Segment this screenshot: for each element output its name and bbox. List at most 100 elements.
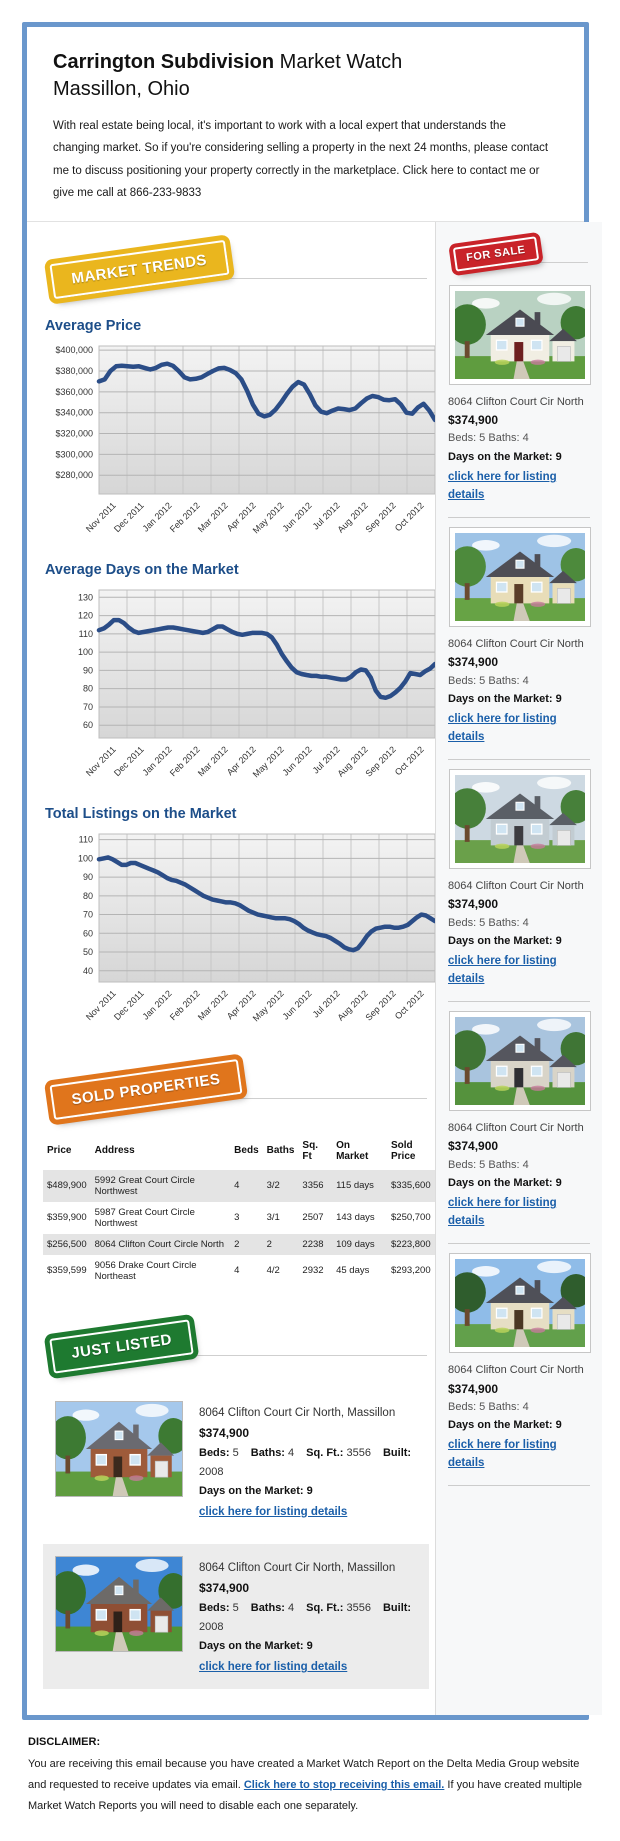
average-price-section: Average Price $400,000 $380,000 $360,000 $3… <box>43 317 438 546</box>
listing-details-link[interactable]: click here for listing details <box>448 712 557 743</box>
intro-paragraph: With real estate being local, it's impor… <box>53 120 549 200</box>
svg-text:Dec 2011: Dec 2011 <box>112 500 146 534</box>
column-header: On Market <box>336 1139 369 1162</box>
table-cell: $256,500 <box>47 1238 87 1250</box>
total-listings-chart: 110 100 90 80 70 60 50 40 Nov 2011 Dec 2011 Jan 20… <box>43 830 438 1034</box>
table-cell: 3/1 <box>266 1212 280 1224</box>
svg-text:90: 90 <box>83 872 93 882</box>
property-price: $374,900 <box>448 1139 499 1154</box>
property-address: 8064 Clifton Court Cir North, Massillon <box>199 1406 396 1419</box>
spec-value: 4 <box>288 1446 295 1459</box>
property-price: $374,900 <box>448 655 499 670</box>
table-cell: $335,600 <box>391 1180 431 1192</box>
column-header: Sq. Ft <box>302 1139 318 1162</box>
listing-details-link[interactable]: click here for listing details <box>199 1660 348 1673</box>
property-address: 8064 Clifton Court Cir North <box>448 637 584 650</box>
svg-text:90: 90 <box>83 665 93 675</box>
disclaimer-text: You are receiving this email because you… <box>28 1754 599 1817</box>
city-subtitle: Massillon, Ohio <box>53 78 190 100</box>
table-cell: 2 <box>234 1238 240 1250</box>
property-specs: Beds: 5 Baths: 4 Sq. Ft.: 3556 Built: 2008 <box>199 1599 417 1638</box>
svg-text:Jun 2012: Jun 2012 <box>281 500 314 533</box>
for-sale-card-list: 8064 Clifton Court Cir North $374,900 Be… <box>448 285 590 1486</box>
total-listings-section: Total Listings on the Market 110 100 90 80 7… <box>43 806 438 1034</box>
table-cell: $359,900 <box>47 1212 87 1224</box>
svg-text:100: 100 <box>78 647 93 657</box>
property-address: 8064 Clifton Court Cir North, Massillon <box>199 1561 396 1574</box>
property-photo <box>450 527 590 626</box>
table-cell: 45 days <box>336 1265 370 1277</box>
table-cell: 5987 Great Court Circle Northwest <box>94 1206 195 1229</box>
listing-details-link[interactable]: click here for listing details <box>199 1505 348 1518</box>
property-address: 8064 Clifton Court Cir North <box>448 395 584 408</box>
column-header: Beds <box>234 1145 259 1157</box>
table-cell: 9056 Drake Court Circle Northeast <box>94 1259 197 1282</box>
spec-label: Beds: <box>199 1446 233 1459</box>
table-row: $359,900 5987 Great Court Circle Northwes… <box>43 1202 435 1234</box>
disclaimer-label: DISCLAIMER: <box>28 1735 101 1748</box>
for-sale-badge: FOR SALE <box>448 230 543 278</box>
svg-text:May 2012: May 2012 <box>251 744 286 779</box>
table-cell: $359,599 <box>47 1265 87 1277</box>
disclaimer: DISCLAIMER: You are receiving this email… <box>22 1720 607 1817</box>
svg-text:$300,000: $300,000 <box>55 449 93 459</box>
column-header: Baths <box>266 1145 295 1157</box>
property-specs: Beds: 5 Baths: 4 Sq. Ft.: 3556 Built: 2008 <box>199 1444 417 1483</box>
for-sale-sidebar: FOR SALE 8064 Clifton Court Cir North $3… <box>435 221 602 1715</box>
spec-value: 3556 <box>346 1601 371 1614</box>
report-name: Market Watch <box>274 51 403 73</box>
listing-details-link[interactable]: click here for listing details <box>448 470 557 501</box>
table-cell: 109 days <box>336 1238 375 1250</box>
svg-text:May 2012: May 2012 <box>251 500 286 535</box>
property-address: 8064 Clifton Court Cir North <box>448 1121 584 1134</box>
svg-text:Jun 2012: Jun 2012 <box>281 988 314 1021</box>
for-sale-ribbon-row: FOR SALE <box>448 230 590 278</box>
svg-text:80: 80 <box>83 891 93 901</box>
table-cell: $293,200 <box>391 1265 431 1277</box>
svg-text:Sep 2012: Sep 2012 <box>363 988 397 1022</box>
property-days-on-market: Days on the Market: 9 <box>199 1640 313 1653</box>
card-divider <box>448 1242 590 1244</box>
listing-details-link[interactable]: click here for listing details <box>448 1196 557 1227</box>
table-cell: 2932 <box>302 1265 324 1277</box>
listing-details-link[interactable]: click here for listing details <box>448 954 557 985</box>
property-price: $374,900 <box>448 1381 499 1396</box>
listing-details-link[interactable]: click here for listing details <box>448 1439 557 1469</box>
svg-text:Sep 2012: Sep 2012 <box>363 500 397 534</box>
svg-text:$280,000: $280,000 <box>55 470 93 480</box>
svg-text:Oct 2012: Oct 2012 <box>393 744 426 777</box>
property-photo <box>450 285 590 384</box>
property-photo <box>55 1400 183 1497</box>
spec-value: 2008 <box>199 1621 224 1634</box>
svg-text:Oct 2012: Oct 2012 <box>393 988 426 1021</box>
market-trends-ribbon-row: MARKET TRENDS <box>43 231 429 308</box>
svg-text:May 2012: May 2012 <box>251 988 286 1023</box>
property-card: 8064 Clifton Court Cir North $374,900 Be… <box>448 1011 590 1244</box>
property-card: 8064 Clifton Court Cir North $374,900 Be… <box>448 769 590 1002</box>
property-address: 8064 Clifton Court Cir North <box>448 879 584 892</box>
svg-text:Mar 2012: Mar 2012 <box>196 500 230 534</box>
svg-text:110: 110 <box>79 629 93 639</box>
property-price: $374,900 <box>448 413 499 428</box>
table-row: $256,500 8064 Clifton Court Circle North 2… <box>43 1233 435 1255</box>
property-photo <box>450 1011 590 1110</box>
just-listed-ribbon-row: JUST LISTED <box>43 1311 429 1382</box>
svg-text:Oct 2012: Oct 2012 <box>393 500 426 533</box>
just-listed-item: 8064 Clifton Court Cir North, Massillon … <box>43 1389 429 1534</box>
just-listed-info: 8064 Clifton Court Cir North, Massillon … <box>199 1401 417 1522</box>
svg-text:70: 70 <box>83 909 93 919</box>
property-beds-baths: Beds: 5 Baths: 4 <box>448 1158 529 1171</box>
svg-text:80: 80 <box>83 683 93 693</box>
svg-text:Jun 2012: Jun 2012 <box>281 744 314 777</box>
svg-text:$380,000: $380,000 <box>55 366 93 376</box>
just-listed-badge: JUST LISTED <box>44 1311 200 1382</box>
spec-label: Beds: <box>199 1601 233 1614</box>
svg-text:Mar 2012: Mar 2012 <box>196 744 230 778</box>
property-photo <box>450 769 590 868</box>
just-listed-info: 8064 Clifton Court Cir North, Massillon … <box>199 1556 417 1677</box>
average-price-heading: Average Price <box>45 317 142 334</box>
unsubscribe-link[interactable]: Click here to stop receiving this email. <box>243 1778 445 1791</box>
property-price: $374,900 <box>448 897 499 912</box>
property-price: $374,900 <box>199 1580 250 1595</box>
property-card: 8064 Clifton Court Cir North $374,900 Be… <box>448 1253 590 1486</box>
